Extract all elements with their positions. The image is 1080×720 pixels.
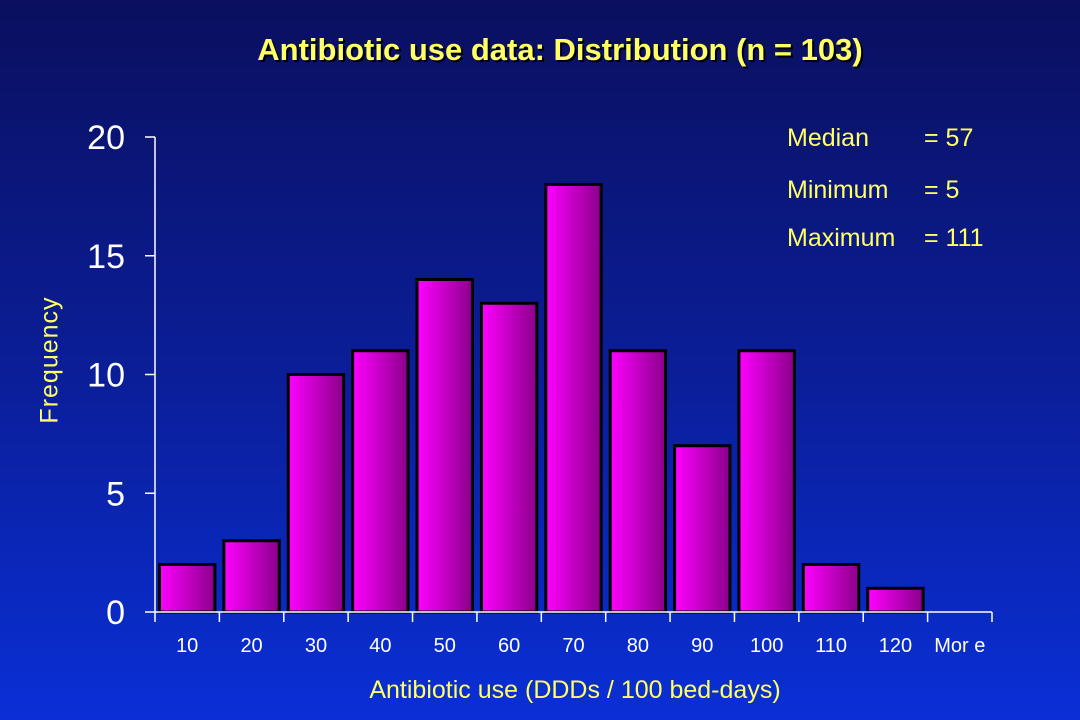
y-tick-label-15: 15 — [87, 238, 125, 276]
bar-30 — [286, 373, 346, 614]
bar-50 — [415, 278, 474, 614]
x-axis-label: Antibiotic use (DDDs / 100 bed-days) — [369, 676, 781, 704]
y-tick-label-5: 5 — [106, 475, 125, 513]
y-tick-label-0: 0 — [106, 594, 125, 632]
x-tick-label-more: Mor e — [934, 635, 985, 657]
stat-median: Median = 57 — [787, 124, 973, 153]
y-tick-label-20: 20 — [87, 119, 125, 157]
x-tick-label-110: 110 — [815, 635, 847, 657]
stat-maximum: Maximum = 111 — [787, 224, 984, 253]
x-tick-label-30: 30 — [305, 635, 327, 657]
bar-110 — [801, 563, 861, 614]
stat-median-label: Median — [787, 124, 869, 152]
bar-20 — [222, 539, 281, 614]
x-tick-label-80: 80 — [627, 635, 649, 657]
y-tick-label-10: 10 — [87, 357, 125, 395]
bar-100 — [737, 349, 796, 614]
x-tick-label-90: 90 — [691, 635, 713, 657]
stat-maximum-value: = 111 — [924, 224, 984, 252]
stat-minimum-value: = 5 — [924, 176, 960, 204]
x-tick-label-100: 100 — [750, 635, 783, 657]
x-tick-label-50: 50 — [434, 635, 456, 657]
bar-40 — [351, 349, 410, 614]
bar-60 — [479, 301, 539, 614]
bar-80 — [608, 349, 668, 614]
x-tick-label-70: 70 — [562, 635, 584, 657]
stat-minimum: Minimum = 5 — [787, 176, 959, 205]
bars-group — [158, 183, 925, 614]
bar-120 — [866, 586, 925, 614]
bar-70 — [544, 183, 603, 614]
x-tick-label-60: 60 — [498, 635, 520, 657]
stat-maximum-label: Maximum — [787, 224, 896, 252]
x-tick-label-40: 40 — [369, 635, 391, 657]
stat-median-value: = 57 — [924, 124, 974, 152]
tick-labels-group: 0 5 10 15 20 10 20 30 40 50 60 70 80 90 100 110 120 Mor e — [87, 119, 985, 657]
bar-90 — [673, 444, 732, 614]
x-tick-label-20: 20 — [240, 635, 262, 657]
bar-10 — [158, 563, 217, 614]
stat-minimum-label: Minimum — [787, 176, 889, 204]
y-axis-label: Frequency — [35, 296, 64, 424]
axes-group — [145, 136, 993, 622]
chart-title: Antibiotic use data: Distribution (n = 1… — [257, 32, 863, 67]
x-tick-label-10: 10 — [176, 635, 198, 657]
x-tick-label-120: 120 — [879, 635, 912, 657]
